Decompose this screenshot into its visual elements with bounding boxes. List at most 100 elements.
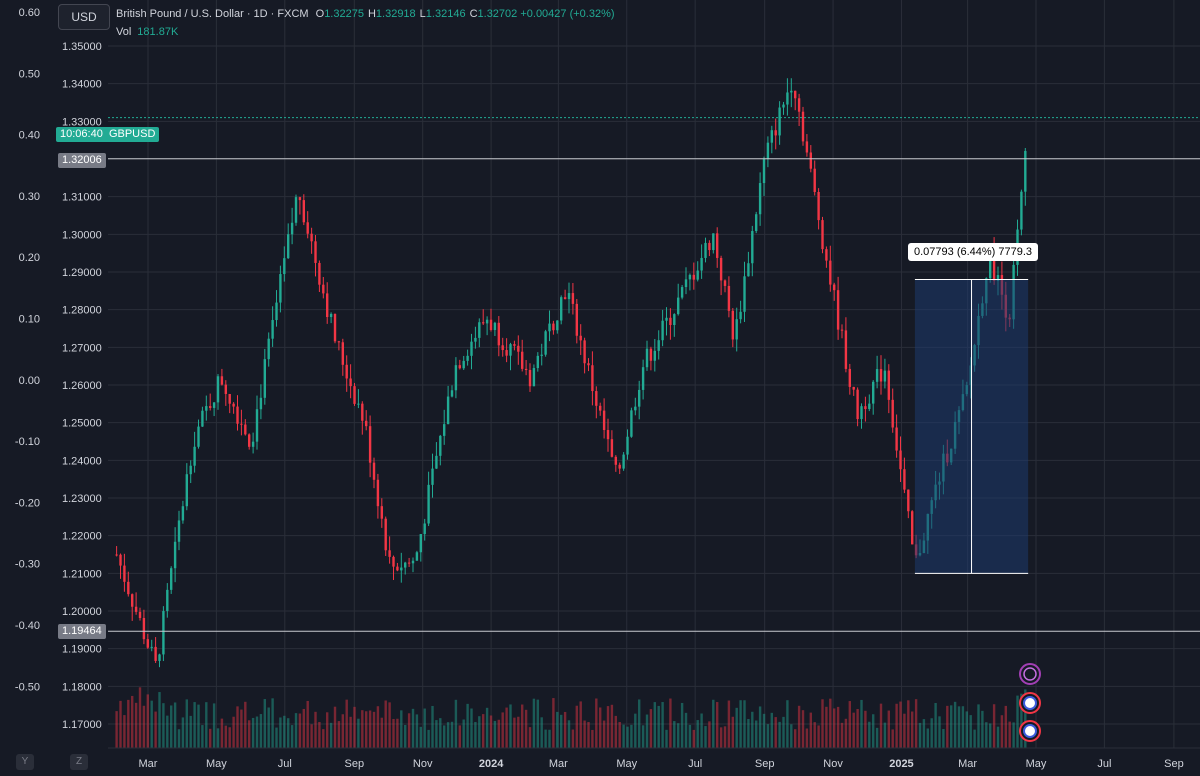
- candle-body: [193, 446, 196, 466]
- candle-body: [528, 369, 532, 387]
- candle-body: [677, 297, 680, 315]
- volume-bar: [591, 729, 594, 748]
- candle-body: [852, 386, 855, 390]
- volume-bar: [712, 699, 715, 748]
- volume-bar: [645, 714, 649, 748]
- volume-bar: [279, 717, 282, 748]
- left-axis-label: 0.50: [19, 68, 40, 80]
- vol-value: 181.87K: [137, 26, 179, 38]
- candle-body: [856, 389, 859, 420]
- volume-bar: [813, 722, 816, 748]
- price-axis-label: 1.28000: [62, 305, 102, 317]
- us-flag-icon: [1019, 720, 1041, 742]
- volume-bar: [665, 729, 668, 748]
- candle-body: [571, 293, 575, 304]
- candle-body: [138, 611, 142, 618]
- candle-body: [560, 297, 563, 321]
- candle-body: [517, 345, 520, 352]
- volume-bar: [134, 702, 138, 748]
- volume-bar: [154, 711, 157, 748]
- volume-bar: [1024, 689, 1027, 748]
- volume-bar: [220, 718, 224, 748]
- volume-bar: [294, 713, 298, 748]
- candle-body: [833, 284, 836, 291]
- volume-bar: [212, 703, 216, 748]
- volume-bar: [829, 698, 832, 748]
- vol-label: Vol: [116, 26, 132, 38]
- volume-bar: [981, 710, 984, 748]
- candle-body: [778, 107, 781, 136]
- volume-bar: [462, 719, 465, 748]
- volume-bar: [677, 723, 680, 748]
- candle-body: [220, 376, 224, 385]
- candle-body: [723, 280, 727, 286]
- volume-bar: [380, 717, 384, 748]
- ohlc-values: O1.32275 H1.32918 L1.32146 C1.32702: [312, 8, 521, 20]
- volume-bar: [926, 728, 930, 748]
- price-axis-label: 1.30000: [62, 229, 102, 241]
- volume-bar: [115, 711, 118, 748]
- volume-bar: [1008, 721, 1011, 748]
- volume-bar: [977, 704, 980, 748]
- candle-body: [263, 359, 267, 398]
- volume-bar: [497, 719, 501, 748]
- candle-body: [185, 474, 189, 507]
- currency-badge[interactable]: USD: [58, 4, 110, 30]
- volume-bar: [505, 707, 508, 748]
- price-axis-label: 1.20000: [62, 606, 102, 618]
- candle-body: [879, 369, 883, 382]
- z-axis-button[interactable]: Z: [70, 754, 88, 770]
- volume-bar: [341, 714, 345, 748]
- price-axis-label: 1.26000: [62, 380, 102, 392]
- volume-bar: [778, 721, 781, 748]
- price-axis-label: 1.35000: [62, 41, 102, 53]
- volume-bar: [1000, 715, 1004, 748]
- volume-bar: [443, 725, 446, 748]
- volume-bar: [267, 707, 270, 748]
- volume-bar: [458, 725, 462, 748]
- candle-body: [290, 222, 294, 235]
- volume-bars: [115, 687, 1027, 748]
- volume-bar: [177, 729, 181, 748]
- volume-bar: [758, 706, 762, 748]
- volume-bar: [170, 705, 173, 748]
- volume-bar: [762, 713, 766, 748]
- volume-bar: [419, 726, 423, 748]
- volume-bar: [240, 709, 243, 748]
- candle-body: [407, 562, 411, 564]
- candle-body: [388, 550, 391, 557]
- candle-body: [739, 311, 742, 320]
- volume-bar: [485, 707, 489, 748]
- volume-bar: [844, 718, 848, 748]
- volume-bar: [922, 719, 926, 748]
- candle-body: [427, 484, 430, 524]
- volume-bar: [532, 698, 536, 748]
- candle-body: [524, 368, 528, 370]
- candle-body: [563, 297, 567, 300]
- volume-bar: [173, 702, 177, 748]
- candle-body: [790, 90, 793, 93]
- candle-body: [634, 406, 637, 411]
- candle-body: [762, 158, 766, 184]
- candle-body: [279, 274, 282, 303]
- candle-body: [396, 566, 399, 571]
- candle-body: [887, 370, 891, 400]
- volume-bar: [794, 729, 797, 748]
- candle-body: [641, 367, 645, 390]
- volume-bar: [610, 704, 614, 748]
- volume-bar: [805, 728, 809, 748]
- volume-bar: [630, 724, 633, 748]
- candle-body: [766, 142, 770, 159]
- candle-body: [201, 410, 204, 427]
- candle-body: [840, 329, 844, 331]
- volume-bar: [930, 718, 933, 748]
- volume-bar: [868, 721, 871, 748]
- candle-body: [474, 337, 477, 342]
- candle-body: [996, 275, 1000, 281]
- volume-bar: [517, 716, 520, 748]
- volume-bar: [836, 706, 840, 748]
- candle-body: [992, 247, 996, 281]
- y-axis-button[interactable]: Y: [16, 754, 34, 770]
- candle-body: [602, 410, 606, 431]
